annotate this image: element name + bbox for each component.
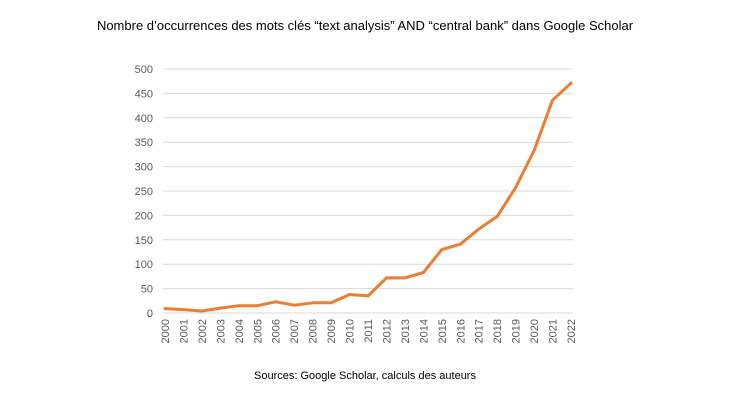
- data-point: [348, 293, 351, 296]
- data-point: [366, 294, 370, 298]
- y-tick-label: 200: [135, 210, 153, 222]
- series-layer: [163, 81, 573, 313]
- data-point: [237, 304, 241, 308]
- y-tick-label: 250: [135, 186, 153, 198]
- data-point: [182, 308, 185, 311]
- x-tick-label: 2005: [252, 319, 264, 343]
- data-point: [218, 306, 222, 310]
- y-tick-label: 0: [147, 308, 153, 320]
- x-tick-label: 2020: [529, 319, 541, 343]
- data-point: [532, 149, 536, 152]
- x-tick-label: 2007: [289, 319, 301, 343]
- x-tick-label: 2000: [160, 319, 172, 343]
- x-tick-label: 2004: [234, 319, 246, 343]
- x-tick-label: 2013: [400, 319, 412, 343]
- x-tick-label: 2003: [215, 319, 227, 343]
- x-tick-label: 2001: [178, 319, 190, 343]
- gridlines: [163, 68, 573, 314]
- x-tick-label: 2010: [345, 319, 357, 343]
- x-tick-label: 2019: [511, 319, 523, 343]
- data-point: [403, 276, 407, 280]
- x-tick-label: 2011: [363, 319, 375, 343]
- data-point: [551, 98, 554, 102]
- x-tick-label: 2016: [455, 319, 467, 343]
- y-tick-label: 350: [135, 137, 153, 149]
- x-axis-ticks: 2000 2001 2002 2003 2004 2005 2006 2007 2008 2009…: [160, 319, 578, 343]
- y-tick-label: 100: [135, 259, 153, 271]
- data-point: [495, 214, 499, 218]
- x-tick-label: 2009: [326, 319, 338, 343]
- x-tick-label: 2022: [566, 319, 578, 343]
- x-tick-label: 2006: [271, 319, 283, 343]
- data-point: [385, 276, 388, 280]
- x-tick-label: 2014: [418, 319, 430, 343]
- data-point: [200, 309, 204, 313]
- y-tick-label: 450: [135, 88, 153, 100]
- x-tick-label: 2008: [308, 319, 320, 343]
- y-tick-label: 400: [135, 113, 153, 125]
- y-axis-ticks: 0 50 100 150 200 250 300 350 400 450 500: [135, 64, 153, 320]
- data-point: [477, 227, 481, 231]
- data-point: [292, 303, 296, 307]
- data-point: [163, 307, 167, 311]
- data-point: [440, 248, 444, 251]
- chart-title: Nombre d’occurrences des mots clés “text…: [96, 18, 634, 33]
- y-tick-label: 50: [141, 284, 153, 296]
- chart-source-note: Sources: Google Scholar, calculs des aut…: [254, 370, 476, 382]
- data-point: [329, 301, 333, 305]
- data-point: [255, 304, 259, 308]
- x-tick-label: 2002: [197, 319, 209, 343]
- data-point: [514, 186, 518, 189]
- data-point: [569, 81, 573, 85]
- x-tick-label: 2018: [492, 319, 504, 343]
- x-tick-label: 2012: [381, 319, 393, 343]
- y-tick-label: 500: [135, 64, 153, 76]
- x-tick-label: 2017: [474, 319, 486, 343]
- x-tick-label: 2015: [437, 319, 449, 343]
- data-point: [458, 242, 462, 246]
- y-tick-label: 150: [135, 235, 153, 247]
- data-point: [311, 301, 315, 305]
- data-point: [274, 300, 278, 304]
- data-point: [421, 271, 425, 274]
- x-tick-label: 2021: [548, 319, 560, 343]
- y-tick-label: 300: [135, 162, 153, 174]
